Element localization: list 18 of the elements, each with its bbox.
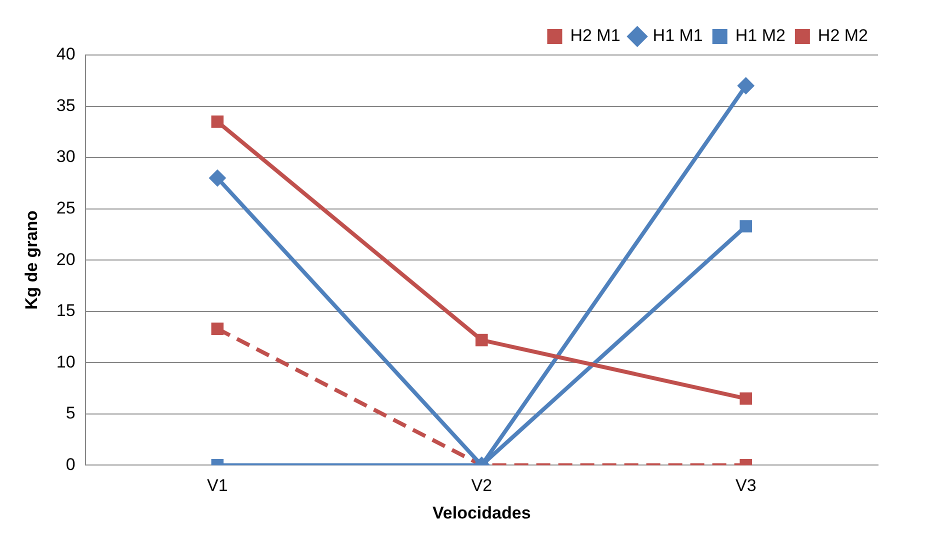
y-tick-label: 35 [56,96,76,115]
y-tick-label: 10 [56,352,76,372]
y-tick-label: 30 [56,147,76,166]
y-tick-label: 15 [56,301,76,320]
y-axis-title: Kg de grano [22,210,41,310]
y-tick-label: 25 [56,198,76,218]
x-tick-label: V3 [735,476,756,496]
legend-label: H1 M1 [652,26,703,46]
y-tick-label: 5 [66,404,76,423]
y-tick-label: 0 [66,454,76,474]
y-tick-label: 20 [56,250,76,269]
legend-label: H1 M2 [735,26,786,46]
legend-label: H2 M1 [570,26,620,46]
x-tick-label: V2 [471,476,492,496]
legend-label: H2 M2 [818,26,868,46]
x-axis-title: Velocidades [432,503,531,522]
y-tick-label: 40 [56,44,76,64]
x-tick-label: V1 [207,476,228,496]
